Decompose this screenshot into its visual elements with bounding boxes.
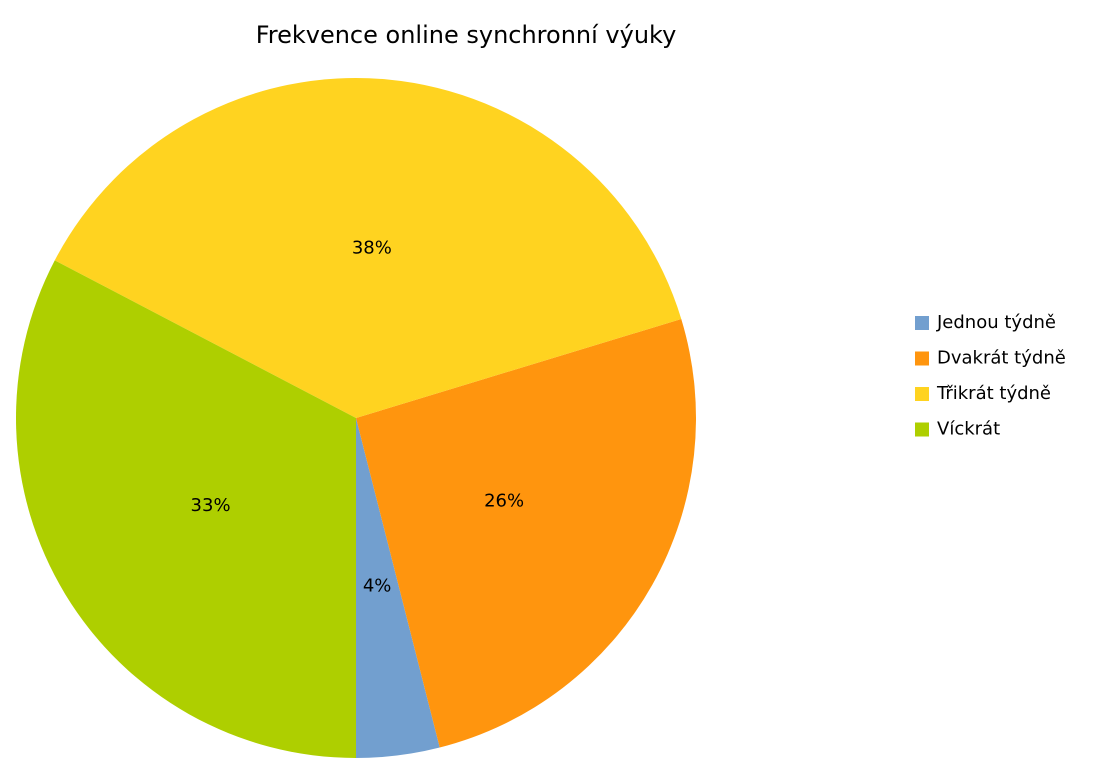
pie-slice xyxy=(356,318,696,748)
legend-swatch xyxy=(915,422,929,437)
data-label: 33% xyxy=(191,495,231,516)
legend-swatch xyxy=(915,316,929,330)
legend-swatch xyxy=(915,387,929,401)
legend-label: Jednou týdně xyxy=(936,312,1056,333)
legend-label: Víckrát xyxy=(937,419,1000,440)
chart-title: Frekvence online synchronní výuky xyxy=(256,21,677,49)
pie-slice xyxy=(356,418,440,758)
pie-slice xyxy=(15,260,356,758)
data-label: 26% xyxy=(484,490,524,511)
data-label: 4% xyxy=(363,576,392,597)
data-label: 38% xyxy=(352,238,392,259)
legend-label: Dvakrát týdně xyxy=(937,348,1066,369)
pie-slice xyxy=(54,78,682,418)
legend-swatch xyxy=(915,351,929,366)
legend-label: Třikrát týdně xyxy=(936,383,1051,404)
